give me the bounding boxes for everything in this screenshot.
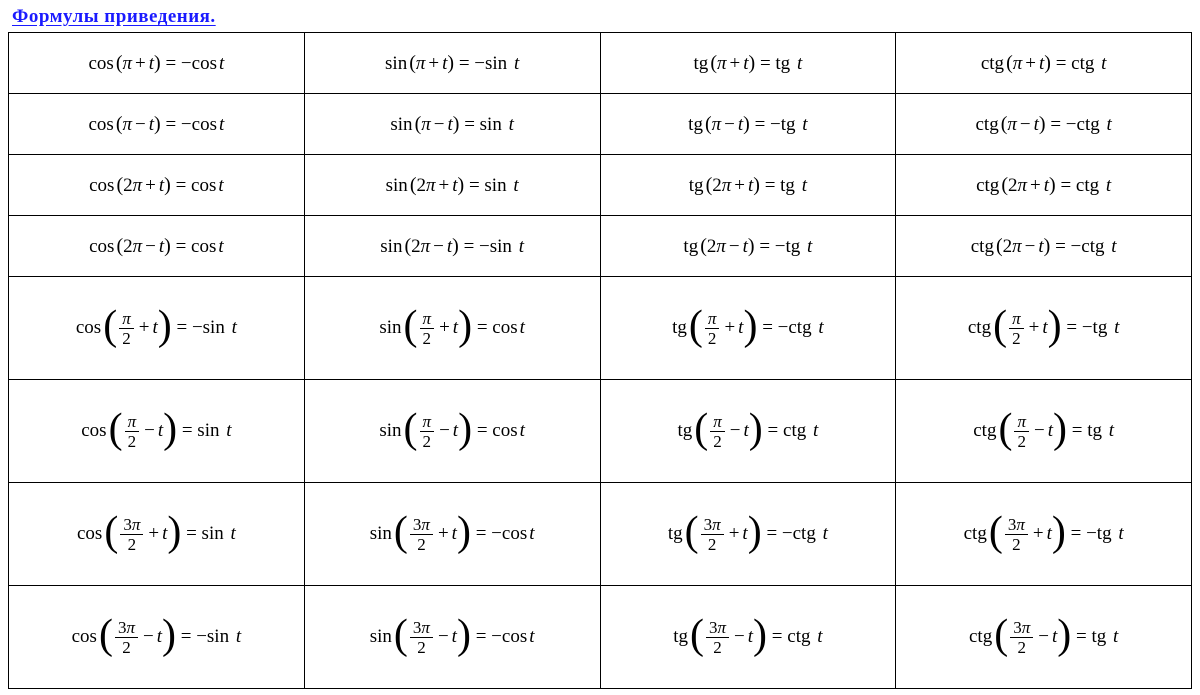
formula-cell-cos: cos(π2+t) = −sin t [9,277,305,380]
table-row: cos(3π2+t) = sin tsin(3π2+t) = −costtg(3… [9,483,1192,586]
formula-cell-cos: cos(π2−t) = sin t [9,380,305,483]
formula-cell-ctg: ctg(3π2−t) = tg t [896,586,1192,689]
formula-cell-tg: tg(π2+t) = −ctg t [600,277,896,380]
formula-cell-ctg: ctg(2π+t) = ctg t [896,155,1192,216]
formula-cell-tg: tg(2π+t) = tg t [600,155,896,216]
formula-cell-ctg: ctg(π2−t) = tg t [896,380,1192,483]
reduction-formula-table: cos(π+t) = −costsin(π+t) = −sin ttg(π+t)… [8,32,1192,689]
formula-cell-tg: tg(3π2−t) = ctg t [600,586,896,689]
formula-cell-sin: sin(3π2−t) = −cost [304,586,600,689]
formula-cell-sin: sin(π2+t) = cost [304,277,600,380]
formula-cell-sin: sin(2π−t) = −sin t [304,216,600,277]
table-row: cos(π−t) = −costsin(π−t) = sin ttg(π−t) … [9,94,1192,155]
page-title: Формулы приведения. [12,6,1192,28]
formula-cell-cos: cos(π+t) = −cost [9,33,305,94]
formula-cell-ctg: ctg(π2+t) = −tg t [896,277,1192,380]
formula-cell-ctg: ctg(2π−t) = −ctg t [896,216,1192,277]
table-row: cos(3π2−t) = −sin tsin(3π2−t) = −costtg(… [9,586,1192,689]
formula-cell-cos: cos(3π2−t) = −sin t [9,586,305,689]
formula-cell-sin: sin(π2−t) = cost [304,380,600,483]
formula-cell-tg: tg(π2−t) = ctg t [600,380,896,483]
formula-cell-ctg: ctg(π−t) = −ctg t [896,94,1192,155]
formula-cell-cos: cos(2π+t) = cost [9,155,305,216]
table-row: cos(π2+t) = −sin tsin(π2+t) = costtg(π2+… [9,277,1192,380]
formula-cell-sin: sin(π−t) = sin t [304,94,600,155]
formula-cell-ctg: ctg(3π2+t) = −tg t [896,483,1192,586]
formula-cell-sin: sin(3π2+t) = −cost [304,483,600,586]
formula-cell-tg: tg(2π−t) = −tg t [600,216,896,277]
formula-cell-sin: sin(π+t) = −sin t [304,33,600,94]
table-row: cos(2π−t) = costsin(2π−t) = −sin ttg(2π−… [9,216,1192,277]
formula-cell-cos: cos(π−t) = −cost [9,94,305,155]
formula-cell-tg: tg(π+t) = tg t [600,33,896,94]
table-row: cos(2π+t) = costsin(2π+t) = sin ttg(2π+t… [9,155,1192,216]
formula-cell-cos: cos(2π−t) = cost [9,216,305,277]
formula-cell-tg: tg(π−t) = −tg t [600,94,896,155]
formula-cell-ctg: ctg(π+t) = ctg t [896,33,1192,94]
table-row: cos(π2−t) = sin tsin(π2−t) = costtg(π2−t… [9,380,1192,483]
formula-cell-tg: tg(3π2+t) = −ctg t [600,483,896,586]
table-row: cos(π+t) = −costsin(π+t) = −sin ttg(π+t)… [9,33,1192,94]
formula-cell-sin: sin(2π+t) = sin t [304,155,600,216]
formula-cell-cos: cos(3π2+t) = sin t [9,483,305,586]
